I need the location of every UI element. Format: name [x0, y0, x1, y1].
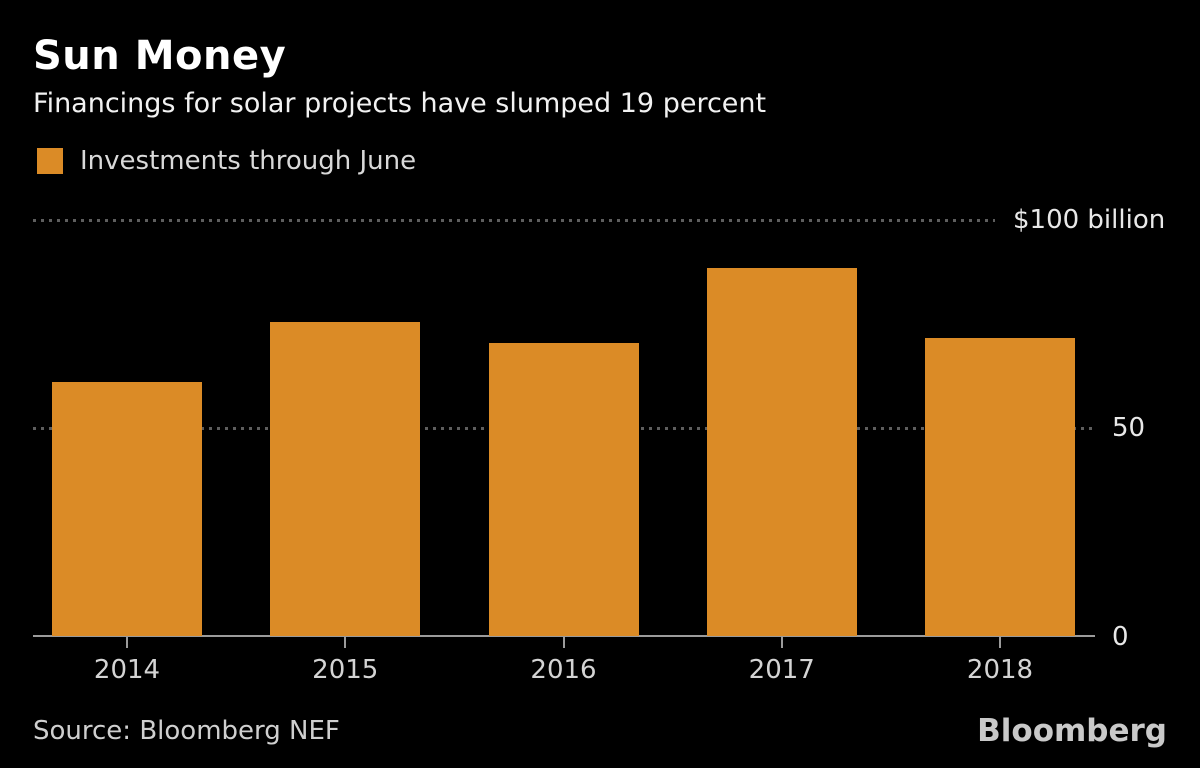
source-text: Source: Bloomberg NEF — [33, 716, 340, 746]
chart-subtitle: Financings for solar projects have slump… — [33, 88, 767, 119]
legend-swatch-icon — [37, 148, 63, 174]
y-axis-label-0: 0 — [1112, 622, 1129, 652]
x-axis-tick-2017 — [780, 637, 783, 648]
bars-container — [52, 220, 1075, 636]
x-axis-tick-2018 — [999, 637, 1001, 648]
bar-2014 — [52, 382, 202, 636]
x-axis-tick-2015 — [344, 637, 347, 648]
x-axis-label-2015: 2015 — [312, 655, 379, 685]
x-axis-tick-2016 — [562, 637, 565, 648]
bloomberg-logo: Bloomberg — [977, 713, 1167, 749]
bar-2017 — [706, 268, 857, 636]
x-axis-label-2016: 2016 — [530, 655, 597, 685]
x-axis-label-2014: 2014 — [93, 655, 161, 685]
legend: Investments through June — [37, 146, 416, 176]
x-axis-ticks — [52, 637, 1075, 648]
y-axis-label-100: $100 billion — [1013, 205, 1166, 235]
bar-2016 — [488, 342, 639, 636]
x-axis-label-2018: 2018 — [966, 655, 1034, 685]
legend-label: Investments through June — [80, 146, 417, 176]
x-axis-baseline — [33, 635, 1095, 637]
bar-2018 — [925, 338, 1075, 636]
x-axis-tick-2014 — [126, 637, 128, 648]
gridline-100 — [33, 219, 995, 222]
y-axis-label-50: 50 — [1112, 413, 1146, 443]
x-axis-label-2017: 2017 — [748, 655, 815, 685]
x-axis-labels: 2014 2015 2016 2017 2018 — [52, 655, 1075, 685]
chart-title: Sun Money — [33, 33, 287, 79]
bar-2015 — [270, 321, 421, 636]
